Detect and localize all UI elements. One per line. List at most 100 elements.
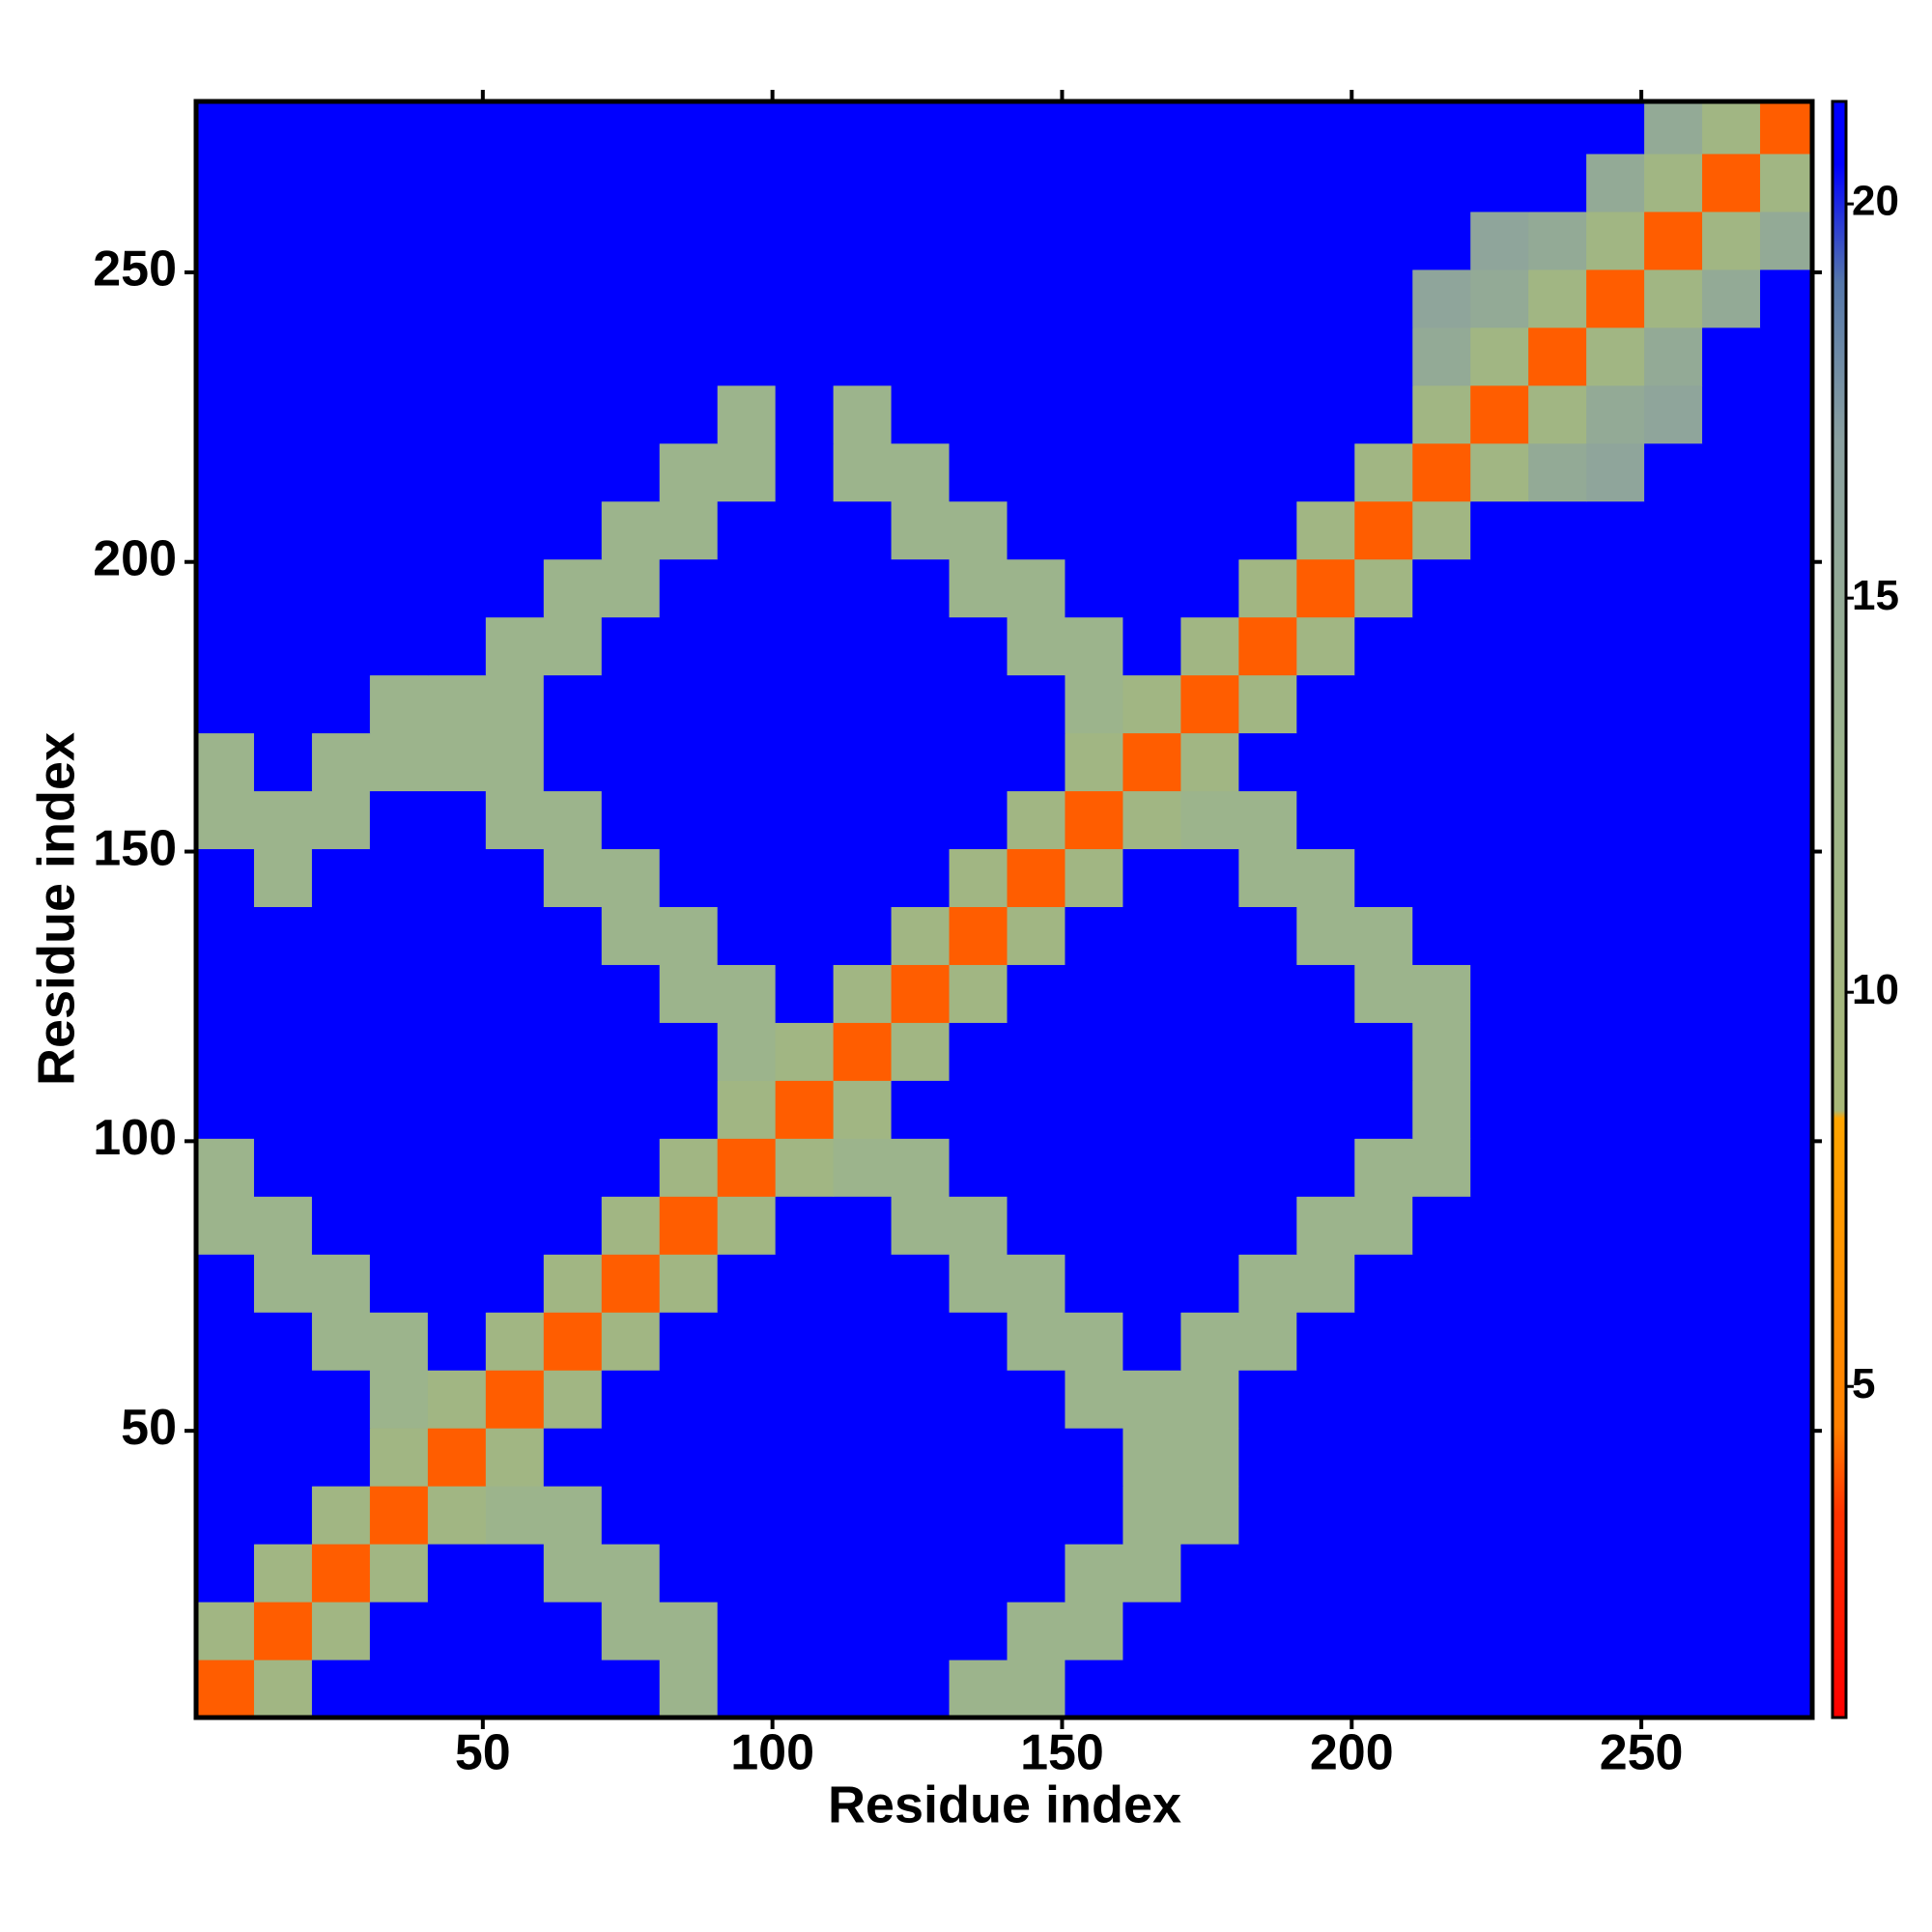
heatmap-cell <box>891 1022 951 1081</box>
heatmap-cell <box>1644 1080 1703 1139</box>
heatmap-cell <box>196 1660 255 1718</box>
heatmap-cell <box>1528 1486 1587 1545</box>
heatmap-cell <box>427 327 487 386</box>
heatmap-cell <box>891 1312 951 1371</box>
heatmap-cell <box>1296 790 1355 850</box>
heatmap-cell <box>1760 1312 1812 1371</box>
heatmap-cells <box>196 101 1812 1718</box>
heatmap-cell <box>543 1428 603 1487</box>
heatmap-cell <box>1007 327 1065 386</box>
heatmap-cell <box>891 1660 951 1718</box>
heatmap-cell <box>253 1544 313 1603</box>
heatmap-cell <box>601 1486 661 1545</box>
heatmap-cell <box>659 327 719 386</box>
heatmap-cell <box>369 153 429 213</box>
heatmap-cell <box>311 790 371 850</box>
heatmap-cell <box>659 1370 719 1429</box>
heatmap-cell <box>833 1254 893 1313</box>
heatmap-cell <box>369 732 429 792</box>
heatmap-cell <box>717 906 777 965</box>
heatmap-cell <box>253 1254 313 1313</box>
heatmap-cell <box>1470 384 1529 444</box>
heatmap-cell <box>717 327 777 386</box>
heatmap-cell <box>543 1486 603 1545</box>
heatmap-cell <box>717 500 777 560</box>
heatmap-cell <box>369 442 429 502</box>
heatmap-cell <box>427 674 487 734</box>
heatmap-cell <box>253 211 313 270</box>
heatmap-cell <box>1296 1660 1355 1718</box>
heatmap-cell <box>1702 1254 1761 1313</box>
heatmap-cell <box>1296 269 1355 328</box>
heatmap-cell <box>485 790 545 850</box>
heatmap-cell <box>891 616 951 676</box>
heatmap-cell <box>833 906 893 965</box>
heatmap-cell <box>1065 211 1123 270</box>
heatmap-cell <box>1470 1080 1529 1139</box>
heatmap-cell <box>775 732 835 792</box>
heatmap-cell <box>1586 384 1645 444</box>
heatmap-cell <box>891 558 951 618</box>
heatmap-cell <box>1180 616 1239 676</box>
heatmap-cell <box>253 1196 313 1255</box>
heatmap-cell <box>543 674 603 734</box>
heatmap-cell <box>485 732 545 792</box>
heatmap-cell <box>1412 848 1471 908</box>
heatmap-cell <box>311 1428 371 1487</box>
heatmap-cell <box>253 616 313 676</box>
heatmap-cell <box>1180 1022 1239 1081</box>
heatmap-cell <box>485 101 545 155</box>
heatmap-cell <box>717 101 777 155</box>
heatmap-cell <box>891 153 951 213</box>
heatmap-cell <box>1644 1196 1703 1255</box>
heatmap-cell <box>717 1254 777 1313</box>
heatmap-cell <box>1586 1080 1645 1139</box>
heatmap-cell <box>1354 384 1413 444</box>
heatmap-cell <box>833 674 893 734</box>
x-tick-label: 150 <box>1020 1725 1104 1781</box>
heatmap-cell <box>1702 616 1761 676</box>
heatmap-cell <box>196 442 255 502</box>
heatmap-cell <box>775 327 835 386</box>
heatmap-cell <box>949 1370 1008 1429</box>
heatmap-cell <box>1702 1428 1761 1487</box>
heatmap-cell <box>1470 674 1529 734</box>
heatmap-cell <box>833 1544 893 1603</box>
heatmap-cell <box>1354 964 1413 1023</box>
heatmap-cell <box>1238 1196 1297 1255</box>
heatmap-cell <box>601 964 661 1023</box>
heatmap-cell <box>311 1370 371 1429</box>
heatmap-cell <box>485 1544 545 1603</box>
heatmap-cell <box>369 269 429 328</box>
heatmap-cell <box>1007 384 1065 444</box>
heatmap-cell <box>1296 1312 1355 1371</box>
heatmap-cell <box>1470 1312 1529 1371</box>
heatmap-cell <box>1238 1080 1297 1139</box>
y-tick-label: 200 <box>93 530 177 586</box>
y-tick-label: 50 <box>121 1400 177 1456</box>
heatmap-cell <box>1586 153 1645 213</box>
heatmap-cell <box>485 384 545 444</box>
heatmap-cell <box>833 1602 893 1661</box>
heatmap-cell <box>196 732 255 792</box>
heatmap-cell <box>1702 1602 1761 1661</box>
heatmap-cell <box>891 1602 951 1661</box>
heatmap-cell <box>543 1602 603 1661</box>
heatmap-cell <box>1238 1312 1297 1371</box>
heatmap-cell <box>311 558 371 618</box>
heatmap-cell <box>253 674 313 734</box>
heatmap-cell <box>601 269 661 328</box>
heatmap-cell <box>311 674 371 734</box>
heatmap-cell <box>775 1080 835 1139</box>
heatmap-cell <box>1238 1022 1297 1081</box>
heatmap-cell <box>1702 1196 1761 1255</box>
heatmap-cell <box>1702 906 1761 965</box>
heatmap-cell <box>543 848 603 908</box>
heatmap-cell <box>1238 1544 1297 1603</box>
heatmap-cell <box>1122 269 1181 328</box>
heatmap-cell <box>1007 964 1065 1023</box>
heatmap-cell <box>1470 732 1529 792</box>
heatmap-cell <box>891 327 951 386</box>
heatmap-cell <box>1760 1370 1812 1429</box>
heatmap-cell <box>427 384 487 444</box>
